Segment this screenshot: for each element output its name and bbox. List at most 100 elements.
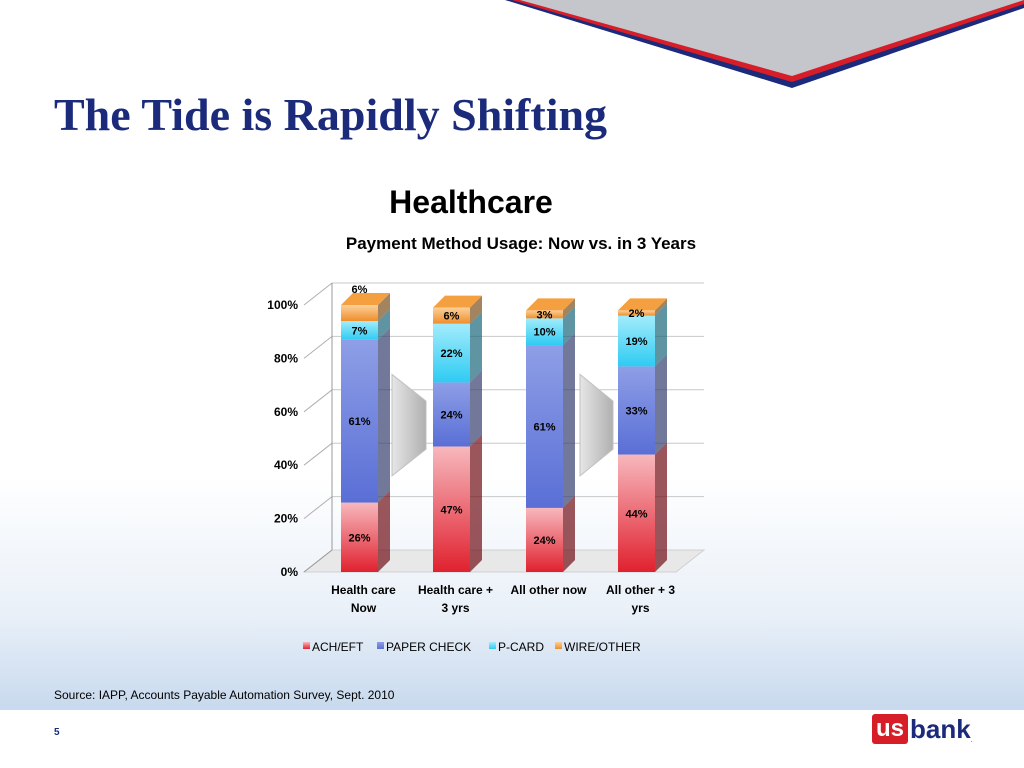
bar-segment-side — [378, 309, 390, 340]
bar-segment-side — [563, 298, 575, 319]
transition-arrow — [391, 373, 427, 477]
data-label: 26% — [348, 532, 370, 544]
bar-segment-side — [378, 327, 390, 503]
bar-top — [341, 293, 390, 305]
legend: ACH/EFT PAPER CHECK P-CARD WIRE/OTHER — [303, 640, 641, 654]
slide-title: The Tide is Rapidly Shifting — [54, 89, 608, 140]
data-label: 47% — [440, 504, 462, 516]
bar-segment-side-shade — [563, 495, 575, 572]
bar-segment-side-shade — [470, 311, 482, 383]
bar-segment — [526, 318, 563, 346]
data-label: 10% — [533, 327, 555, 339]
legend-label: ACH/EFT — [312, 640, 364, 654]
data-label: 61% — [533, 421, 555, 433]
corner-chevron-decoration — [505, 0, 1024, 88]
bar-segment-side — [655, 354, 667, 455]
legend-label: PAPER CHECK — [386, 640, 471, 654]
bar-segment — [526, 507, 563, 572]
bar-segment — [433, 382, 470, 447]
bar-segment-side — [470, 434, 482, 572]
bar-segment-side — [563, 495, 575, 572]
bar-segment-side-shade — [563, 333, 575, 508]
data-label: 22% — [440, 348, 462, 360]
bar-segment-side-shade — [378, 293, 390, 322]
bar-segment — [526, 310, 563, 319]
legend-swatch — [555, 642, 562, 649]
data-label: 24% — [440, 409, 462, 421]
y-tick-label: 80% — [274, 351, 298, 365]
axis-diagonal — [303, 549, 333, 573]
y-tick-label: 100% — [267, 298, 298, 312]
bar-segment — [341, 321, 378, 340]
y-tick-label: 40% — [274, 458, 298, 472]
bar-segment-side-shade — [470, 370, 482, 447]
bar-segment-side — [563, 306, 575, 346]
y-axis-ticks: 0% 20% 40% 60% 80% 100% — [267, 298, 298, 579]
logo-bank-word: bank — [910, 714, 971, 744]
logo-us-mark: us — [872, 714, 909, 744]
legend-swatch — [377, 642, 384, 649]
x-tick-label: yrs — [631, 601, 649, 615]
bar-segment-side-shade — [563, 306, 575, 346]
bar-segment-side — [655, 303, 667, 367]
bar-segment — [433, 307, 470, 324]
bar-segment — [618, 315, 655, 367]
data-label: 24% — [533, 535, 555, 547]
bar-top — [433, 295, 482, 308]
bar-segment — [341, 305, 378, 322]
data-label: 7% — [352, 325, 368, 337]
gridline-diagonal — [303, 282, 333, 306]
legend-label: WIRE/OTHER — [564, 640, 641, 654]
transition-arrows — [391, 373, 614, 477]
gridline-diagonal — [303, 336, 333, 359]
x-tick-label: All other now — [511, 583, 588, 597]
bar-segment-side-shade — [378, 327, 390, 503]
y-tick-label: 0% — [281, 565, 299, 579]
bar-segment-side — [655, 442, 667, 572]
bar-top — [618, 298, 667, 311]
bar-segment-side-shade — [655, 354, 667, 455]
bar-segment-side-shade — [655, 298, 667, 316]
bar-segment-side — [470, 295, 482, 324]
bar-segment-side-shade — [655, 442, 667, 572]
data-label: 3% — [537, 309, 553, 321]
bar-segment-side — [378, 293, 390, 322]
bar-segment-side-shade — [563, 298, 575, 319]
page-number: 5 — [54, 727, 60, 738]
bar-segment — [433, 323, 470, 383]
data-label: 44% — [625, 508, 647, 520]
x-tick-label: All other + 3 — [606, 583, 675, 597]
bar-segment — [526, 345, 563, 508]
x-axis-labels: Health care Now Health care + 3 yrs All othe… — [331, 583, 675, 615]
data-label: 6% — [444, 311, 460, 323]
bar-segment-side-shade — [378, 490, 390, 572]
x-tick-label: Health care + — [418, 583, 493, 597]
x-tick-label: Now — [351, 601, 377, 615]
data-label: 61% — [348, 416, 370, 428]
bar-top — [526, 298, 575, 311]
bar-segment-side-shade — [655, 303, 667, 367]
data-label: 2% — [629, 308, 645, 320]
data-label: 33% — [625, 405, 647, 417]
bar-segment — [618, 454, 655, 572]
data-label: 6% — [352, 284, 368, 296]
bar-segment — [341, 339, 378, 503]
gridline-diagonal — [303, 442, 333, 466]
chart-subtitle: Payment Method Usage: Now vs. in 3 Years — [346, 234, 696, 253]
bar-segment — [618, 366, 655, 455]
transition-arrow — [579, 373, 614, 477]
x-tick-label: Health care — [331, 583, 396, 597]
bars: 26% 61% 7% 6% 47% 24% 22% 6% 24% 61% 10% 3% 44% 33% 19… — [341, 284, 667, 572]
bar-segment — [618, 310, 655, 316]
chart-title: Healthcare — [389, 184, 553, 220]
y-tick-label: 60% — [274, 405, 298, 419]
bar-segment-side-shade — [470, 434, 482, 572]
bar-segment — [341, 502, 378, 572]
legend-swatch — [303, 642, 310, 649]
bar-segment-side — [563, 333, 575, 508]
bar-segment-side-shade — [470, 295, 482, 324]
y-tick-label: 20% — [274, 512, 298, 526]
bar-segment — [433, 446, 470, 572]
bar-segment-side — [470, 311, 482, 383]
bar-segment-side-shade — [378, 309, 390, 340]
